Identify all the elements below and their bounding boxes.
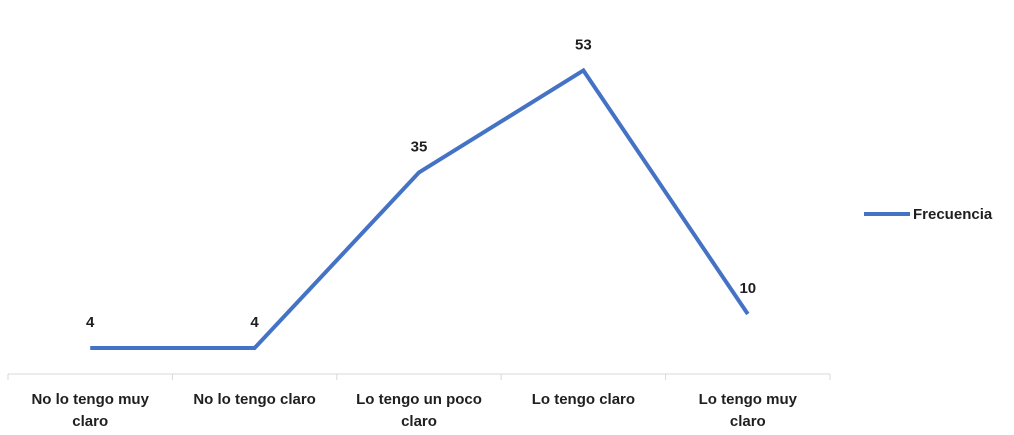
plot-area [90, 67, 750, 351]
legend: Frecuencia [864, 206, 993, 223]
x-tick-label-lo-tengo-muy-claro: Lo tengo muy claro [699, 391, 798, 430]
data-labels: 4 4 35 53 10 [86, 36, 756, 331]
x-tick-label-no-lo-tengo-claro: No lo tengo claro [193, 391, 316, 408]
data-label: 53 [575, 36, 592, 53]
x-axis-labels: No lo tengo muy claro No lo tengo claro Lo … [31, 391, 797, 430]
data-label: 10 [739, 280, 756, 297]
x-tick-label-lo-tengo-claro: Lo tengo claro [532, 391, 635, 408]
x-tick-label-lo-tengo-un-poco-claro: Lo tengo un poco claro [356, 391, 482, 430]
x-axis: No lo tengo muy claro No lo tengo claro Lo … [7, 373, 831, 430]
x-tick-label-no-lo-tengo-muy-claro: No lo tengo muy claro [31, 391, 149, 430]
data-label: 4 [250, 314, 259, 331]
series-line-frecuencia [90, 67, 750, 351]
data-label: 35 [411, 138, 428, 155]
x-axis-ticks [7, 374, 831, 380]
legend-label-frecuencia: Frecuencia [913, 206, 993, 223]
data-label: 4 [86, 314, 95, 331]
